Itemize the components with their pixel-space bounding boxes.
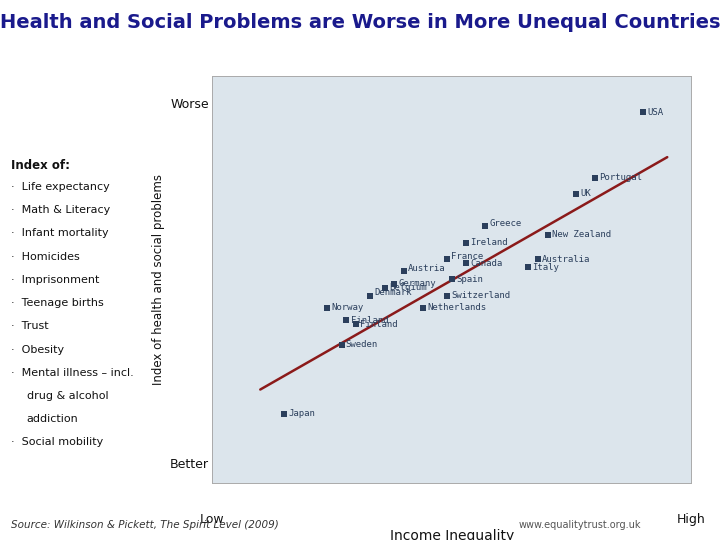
Text: ·  Life expectancy: · Life expectancy	[11, 182, 109, 192]
Text: Portugal: Portugal	[600, 173, 643, 182]
Point	[418, 303, 429, 312]
Text: Canada: Canada	[470, 259, 503, 268]
Point	[460, 259, 472, 267]
Text: Australia: Australia	[542, 254, 590, 264]
Point	[322, 303, 333, 312]
Text: Finland: Finland	[360, 320, 398, 329]
Text: Index of:: Index of:	[11, 159, 70, 172]
Text: ·  Infant mortality: · Infant mortality	[11, 228, 109, 239]
Point	[570, 190, 582, 198]
Text: Belgium: Belgium	[389, 283, 426, 292]
Point	[379, 284, 390, 292]
Point	[523, 263, 534, 272]
Text: www.equalitytrust.org.uk: www.equalitytrust.org.uk	[518, 520, 641, 530]
Text: Worse: Worse	[170, 98, 209, 111]
Text: Better: Better	[170, 458, 209, 471]
Point	[364, 292, 376, 300]
Text: Spain: Spain	[456, 275, 483, 284]
Text: ·  Homicides: · Homicides	[11, 252, 79, 262]
Text: France: France	[451, 252, 483, 261]
Point	[532, 255, 544, 264]
Text: Finland: Finland	[351, 316, 388, 325]
Text: Switzerland: Switzerland	[451, 291, 510, 300]
Text: Index of health and social problems: Index of health and social problems	[152, 174, 165, 385]
Text: Austria: Austria	[408, 264, 446, 273]
Point	[441, 255, 453, 264]
Point	[441, 292, 453, 300]
Point	[341, 316, 352, 325]
Point	[541, 230, 553, 239]
Text: USA: USA	[647, 108, 664, 117]
Text: Japan: Japan	[289, 409, 315, 418]
Text: UK: UK	[580, 190, 591, 198]
Text: Norway: Norway	[331, 303, 364, 313]
Text: ·  Imprisonment: · Imprisonment	[11, 275, 99, 285]
Text: Sweden: Sweden	[346, 340, 378, 349]
Text: ·  Teenage births: · Teenage births	[11, 298, 104, 308]
Text: Netherlands: Netherlands	[427, 303, 487, 313]
Text: ·  Obesity: · Obesity	[11, 345, 64, 355]
Point	[480, 222, 491, 231]
Text: Low: Low	[200, 513, 225, 526]
Text: Ireland: Ireland	[470, 238, 508, 247]
Text: Greece: Greece	[490, 219, 522, 228]
Text: ·  Math & Literacy: · Math & Literacy	[11, 205, 110, 215]
Text: drug & alcohol: drug & alcohol	[27, 391, 108, 401]
Text: ·  Mental illness – incl.: · Mental illness – incl.	[11, 368, 133, 378]
Text: ·  Social mobility: · Social mobility	[11, 437, 103, 448]
Text: Source: Wilkinson & Pickett, The Spirit Level (2009): Source: Wilkinson & Pickett, The Spirit …	[11, 520, 279, 530]
Text: Health and Social Problems are Worse in More Unequal Countries: Health and Social Problems are Worse in …	[0, 14, 720, 32]
Point	[398, 267, 410, 275]
Text: New Zealand: New Zealand	[552, 230, 611, 239]
Point	[389, 279, 400, 288]
Point	[279, 410, 290, 418]
Point	[446, 275, 458, 284]
Point	[336, 340, 348, 349]
Text: addiction: addiction	[27, 414, 78, 424]
Text: ·  Trust: · Trust	[11, 321, 48, 332]
Text: Income Inequality: Income Inequality	[390, 529, 514, 540]
Text: Italy: Italy	[533, 263, 559, 272]
Text: High: High	[677, 513, 706, 526]
Text: Germany: Germany	[398, 279, 436, 288]
Point	[590, 173, 601, 182]
Point	[460, 239, 472, 247]
Point	[350, 320, 361, 329]
Point	[638, 108, 649, 117]
Text: Denmark: Denmark	[374, 288, 412, 298]
